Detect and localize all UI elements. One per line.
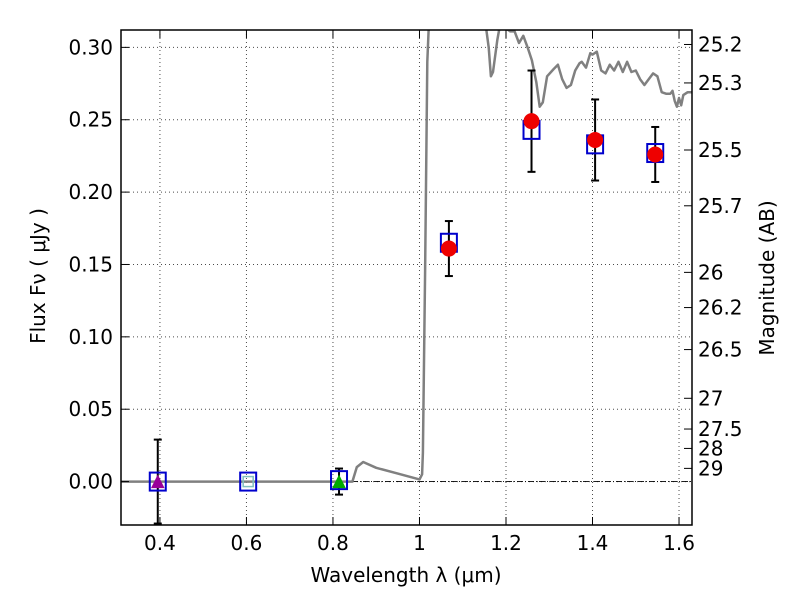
- sed-line: [121, 30, 692, 483]
- flux-point: [242, 475, 254, 488]
- y-tick-label: 0.30: [68, 35, 113, 59]
- y-axis-label: Flux Fν ( μJy ): [26, 208, 50, 344]
- mag-tick-label: 26.2: [698, 296, 743, 320]
- mag-tick-label: 29: [698, 456, 723, 480]
- mag-tick-label: 26.5: [698, 338, 743, 362]
- upper-limit-marker: [150, 474, 165, 489]
- axes-frame: [120, 29, 693, 526]
- x-tick-label: 0.6: [231, 531, 263, 555]
- mag-tick-label: 27: [698, 386, 723, 410]
- y-tick-label: 0.05: [68, 397, 113, 421]
- model-square: [239, 471, 258, 492]
- mag-tick-label: 26: [698, 260, 723, 284]
- model-square: [330, 470, 349, 491]
- y-tick-label: 0.25: [68, 108, 113, 132]
- mag-tick-label: 25.2: [698, 32, 743, 56]
- flux-point: [587, 132, 604, 148]
- axes: 0.4 0.6 0.8 1 1.2 1.4 1.6 0.00 0.05 0.10 0.15 0.20 0…: [68, 29, 743, 555]
- series-group: [121, 30, 692, 525]
- x-tick-label: 0.4: [144, 531, 176, 555]
- grid-lines: [121, 30, 692, 525]
- x-axis-label: Wavelength λ (μm): [310, 563, 501, 587]
- mag-tick-label: 27.5: [698, 417, 743, 441]
- mag-tick-label: 25.3: [698, 71, 743, 95]
- right-axis-label: Magnitude (AB): [755, 200, 779, 355]
- x-tick-label: 1.4: [577, 531, 609, 555]
- x-tick-label: 1: [413, 531, 426, 555]
- flux-point: [440, 240, 457, 257]
- x-tick-label: 0.8: [317, 531, 349, 555]
- mag-tick-label: 25.7: [698, 194, 743, 218]
- y-tick-label: 0.20: [68, 180, 113, 204]
- mag-tick-label: 28: [698, 436, 723, 460]
- y-tick-label: 0.00: [68, 470, 113, 494]
- upper-limit-marker: [332, 474, 346, 489]
- plot-area: [121, 30, 692, 525]
- flux-point: [523, 113, 540, 130]
- flux-point: [647, 146, 664, 163]
- model-square: [148, 471, 167, 492]
- x-tick-label: 1.6: [663, 531, 695, 555]
- x-tick-label: 1.2: [490, 531, 522, 555]
- y-tick-label: 0.10: [68, 325, 113, 349]
- mag-tick-label: 25.5: [698, 138, 743, 162]
- y-tick-label: 0.15: [68, 252, 113, 276]
